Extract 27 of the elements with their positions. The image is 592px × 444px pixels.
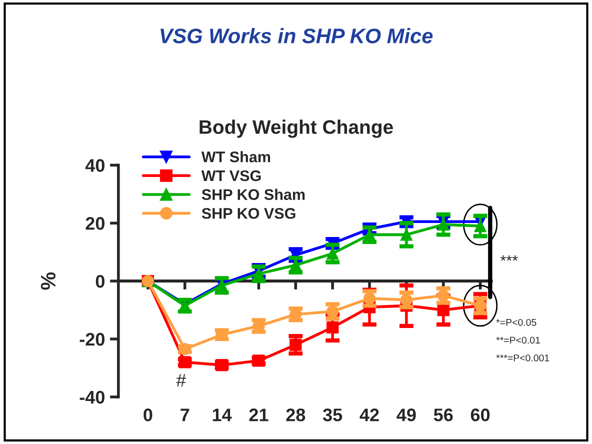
x-tick-label: 28 — [286, 408, 306, 422]
chart-title: VSG Works in SHP KO Mice — [160, 28, 433, 44]
x-tick-label: 35 — [322, 408, 342, 422]
y-tick-label: -40 — [80, 390, 104, 404]
text: *=P<0.05 — [496, 318, 536, 326]
x-tick-label: 7 — [180, 408, 190, 422]
text: *** — [500, 255, 518, 261]
y-tick-label: 20 — [86, 217, 104, 230]
legend-label: WT Sham — [201, 151, 270, 162]
legend-label: SHP KO VSG — [202, 208, 296, 219]
x-tick-label: 14 — [212, 408, 232, 422]
chart-subtitle: Body Weight Change — [200, 120, 393, 138]
annotation: # — [176, 374, 186, 387]
x-tick-label: 56 — [434, 408, 453, 422]
x-tick-label: 0 — [144, 408, 152, 422]
text: **=P<0.01 — [496, 336, 540, 344]
legend-label: SHP KO Sham — [202, 188, 305, 200]
x-tick-label: 21 — [249, 408, 268, 422]
x-tick-label: 60 — [470, 408, 490, 422]
x-tick-label: 42 — [360, 408, 379, 422]
y-tick-label: 0 — [96, 274, 104, 288]
legend-label: WT VSG — [201, 170, 261, 182]
x-tick-label: 49 — [396, 408, 416, 422]
y-tick-label: -20 — [80, 332, 104, 346]
text: ***=P<0.001 — [496, 354, 550, 362]
y-axis-title: % — [40, 272, 56, 290]
y-tick-label: 40 — [85, 159, 104, 172]
